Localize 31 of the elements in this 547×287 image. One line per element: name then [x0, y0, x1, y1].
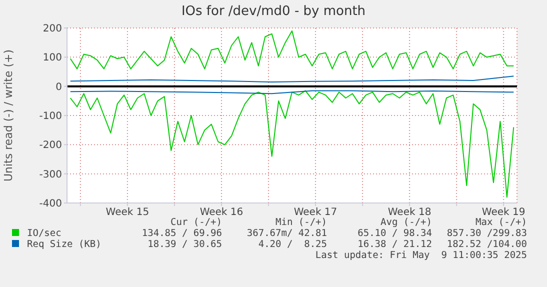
text: Last update: Fri May 9 11:00:35 2025	[314, 250, 527, 261]
text: 857.30 /299.83	[446, 228, 527, 239]
text: Min (-/+)	[274, 217, 327, 228]
x-tick-label: Week 17	[294, 207, 338, 218]
x-tick-label: Week 16	[200, 207, 244, 218]
line-series	[70, 30, 514, 70]
y-tick-label: 0	[56, 82, 62, 93]
y-tick-label: -400	[39, 198, 62, 210]
y-tick-label: -100	[39, 111, 62, 122]
text: 18.39 / 30.65	[146, 239, 222, 250]
y-axis-title: Units read (-) / write (+)	[2, 49, 15, 182]
text: 367.67m/ 42.81	[246, 228, 327, 239]
x-tick-label: Week 15	[106, 207, 150, 218]
x-tick-label: Week 18	[388, 207, 432, 218]
text: 134.85 / 69.96	[140, 228, 222, 239]
y-tick-label: 100	[42, 52, 62, 64]
line-series	[70, 90, 514, 198]
chart-title: IOs for /dev/md0 - by month	[180, 3, 367, 21]
text: Cur (-/+)	[170, 217, 222, 228]
y-tick-label: -200	[39, 140, 62, 152]
legend-label: Req Size (KB)	[26, 239, 102, 250]
text: 65.10 / 98.34	[356, 228, 432, 239]
y-tick-label: 200	[42, 24, 62, 35]
text: 4.20 / 8.25	[257, 239, 327, 250]
text: 182.52 /104.00	[446, 239, 527, 250]
text: Avg (-/+)	[380, 217, 432, 228]
text: 16.38 / 21.12	[356, 239, 432, 250]
x-tick-label: Week 19	[482, 207, 526, 218]
y-tick-label: -300	[39, 169, 62, 180]
legend-label: IO/sec	[26, 228, 62, 239]
text: Max (-/+)	[474, 217, 527, 228]
